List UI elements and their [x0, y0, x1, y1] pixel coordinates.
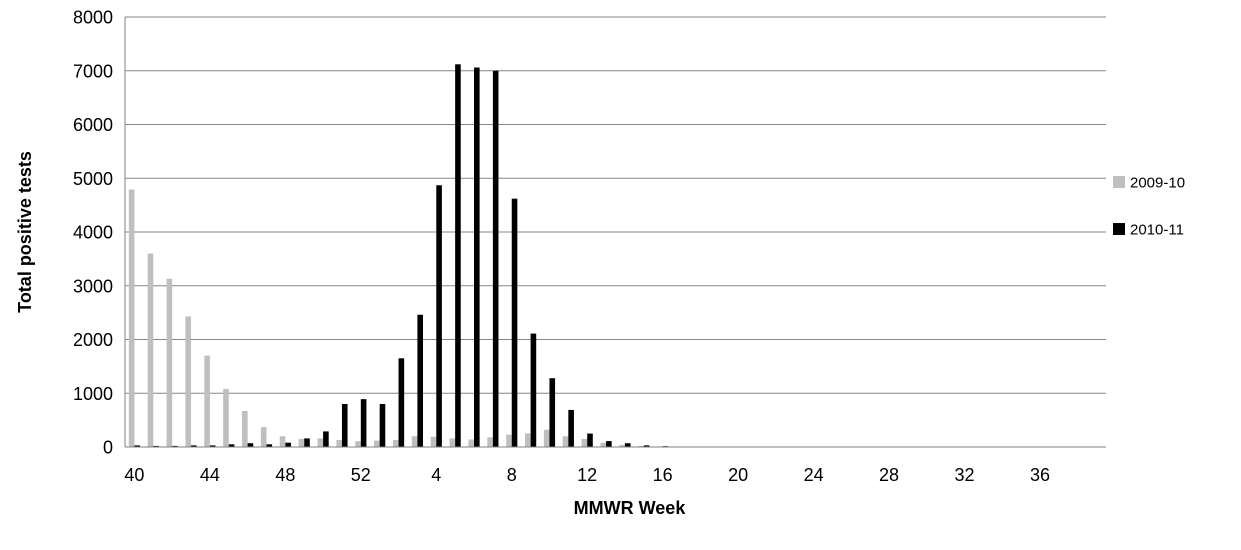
x-tick-label: 28	[879, 465, 899, 485]
bar-2010-11-week-3	[417, 314, 424, 447]
y-axis-title: Total positive tests	[15, 151, 35, 313]
y-tick-label: 1000	[73, 384, 113, 404]
y-tick-label: 8000	[73, 8, 113, 28]
y-tick-label: 3000	[73, 276, 113, 296]
legend-swatch	[1113, 223, 1125, 235]
bar-2010-11-week-52	[360, 399, 367, 447]
bar-2009-10-week-7	[487, 437, 493, 447]
x-tick-label: 40	[124, 465, 144, 485]
bar-2009-10-week-9	[525, 433, 531, 447]
bar-2009-10-week-49	[298, 438, 305, 447]
bar-2009-10-week-14	[619, 444, 625, 447]
bar-2009-10-week-41	[147, 253, 154, 447]
y-tick-label: 7000	[73, 61, 113, 81]
bar-2010-11-week-47	[266, 444, 273, 447]
bar-2009-10-week-43	[185, 316, 192, 447]
legend: 2009-10 2010-11	[1113, 175, 1185, 239]
bar-2010-11-week-48	[285, 442, 291, 447]
bar-2009-10-week-10	[543, 429, 550, 447]
x-tick-label: 12	[577, 465, 597, 485]
bar-2009-10-week-50	[317, 438, 324, 447]
y-tick-label: 4000	[73, 223, 113, 243]
bar-2010-11-week-10	[549, 378, 556, 447]
bar-2010-11-week-50	[323, 431, 329, 447]
y-tick-label: 2000	[73, 330, 113, 350]
x-tick-label: 48	[275, 465, 295, 485]
x-tick-label: 44	[200, 465, 220, 485]
bar-2009-10-week-42	[166, 278, 173, 447]
bar-2010-11-week-5	[455, 64, 461, 448]
bar-2010-11-week-40	[134, 445, 141, 447]
bar-2009-10-week-2	[392, 440, 399, 447]
bar-2010-11-week-51	[341, 404, 348, 447]
bar-2009-10-week-11	[562, 436, 569, 447]
bar-2009-10-week-15	[638, 445, 644, 447]
y-tick-label: 0	[103, 438, 113, 458]
bar-2010-11-week-45	[228, 444, 235, 447]
bar-2010-11-week-49	[304, 438, 310, 447]
bar-2010-11-week-13	[606, 441, 612, 447]
bar-2010-11-week-2	[398, 358, 405, 447]
bar-2009-10-week-45	[223, 388, 229, 447]
bar-2010-11-week-44	[209, 445, 216, 447]
bar-2010-11-week-46	[247, 443, 254, 447]
bar-2010-11-week-9	[530, 333, 537, 447]
bar-2009-10-week-4	[430, 436, 437, 447]
bar-2009-10-week-51	[336, 440, 342, 447]
y-tick-label: 6000	[73, 115, 113, 135]
gridlines	[125, 16, 1106, 394]
y-tick-labels: 0 1000 2000 3000 4000 5000 6000 7000 8000	[73, 8, 113, 458]
x-tick-label: 36	[1030, 465, 1050, 485]
bar-2009-10-week-12	[581, 438, 588, 447]
bar-2009-10-week-48	[279, 436, 286, 447]
bar-2009-10-week-44	[204, 355, 210, 448]
bar-2010-11-week-14	[624, 443, 631, 447]
bar-2009-10-week-6	[468, 439, 475, 447]
legend-label: 2010-11	[1130, 222, 1184, 239]
bar-2010-11-week-42	[172, 445, 178, 447]
x-axis-title: MMWR Week	[574, 498, 687, 518]
bar-2009-10-week-8	[506, 434, 512, 447]
bar-2009-10-week-13	[600, 442, 607, 447]
x-tick-label: 8	[507, 465, 517, 485]
bar-2010-11-week-43	[191, 445, 197, 447]
x-tick-label: 32	[954, 465, 974, 485]
bar-2010-11-week-1	[379, 404, 386, 447]
bar-2010-11-week-6	[474, 67, 480, 447]
bar-2009-10-week-47	[260, 427, 267, 447]
bar-2009-10-week-52	[355, 441, 361, 447]
bar-2010-11-week-8	[511, 198, 518, 447]
bars	[128, 64, 1103, 448]
bar-2009-10-week-1	[374, 440, 380, 447]
bar-2010-11-week-7	[492, 70, 499, 447]
bar-2009-10-week-40	[128, 189, 135, 448]
bar-2009-10-week-46	[242, 410, 248, 447]
x-tick-labels: 40 44 48 52 4 8 12 16 20 24 28 32 36	[124, 465, 1050, 485]
bar-2010-11-week-4	[436, 185, 442, 448]
x-tick-label: 52	[351, 465, 371, 485]
x-tick-label: 24	[804, 465, 824, 485]
bar-2010-11-week-15	[643, 445, 650, 447]
bar-2010-11-week-12	[587, 433, 593, 447]
bar-2009-10-week-5	[449, 438, 456, 447]
legend-label: 2009-10	[1130, 175, 1185, 192]
legend-swatch	[1113, 176, 1125, 188]
bar-2010-11-week-11	[568, 409, 574, 447]
bar-2010-11-week-41	[153, 445, 159, 447]
x-tick-label: 16	[653, 465, 673, 485]
bar-2009-10-week-3	[411, 436, 418, 447]
x-tick-label: 4	[431, 465, 441, 485]
x-tick-label: 20	[728, 465, 748, 485]
y-tick-label: 5000	[73, 169, 113, 189]
